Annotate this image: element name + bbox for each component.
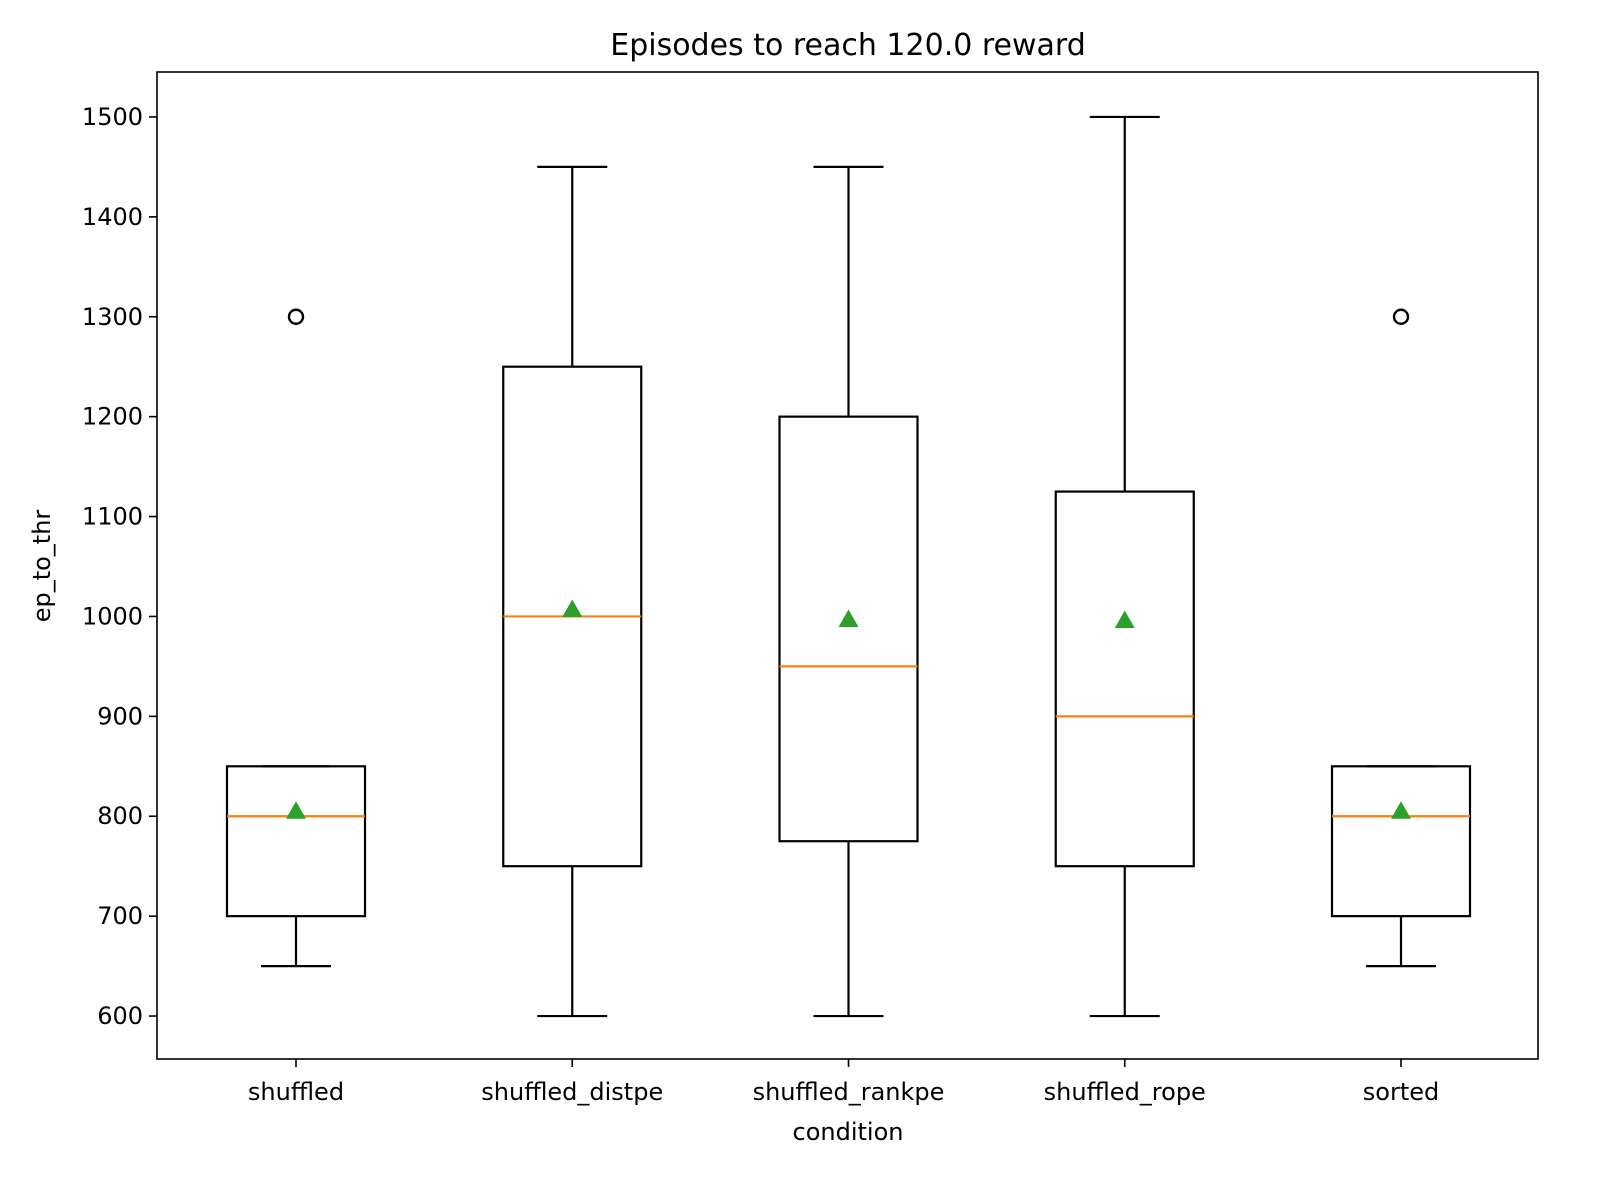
iqr-box	[778, 415, 919, 843]
mean-marker	[562, 599, 583, 617]
y-tick-label: 1200	[82, 403, 143, 431]
box-group-shuffled_rankpe	[778, 165, 919, 1018]
box-group-shuffled_rope	[1054, 115, 1195, 1018]
y-tick-label: 800	[97, 802, 143, 830]
box-group-shuffled_distpe	[502, 165, 643, 1018]
box-group-sorted	[1330, 308, 1472, 968]
box-group-shuffled	[225, 308, 367, 968]
plot-frame	[156, 71, 1539, 1060]
y-tick-label: 1100	[82, 503, 143, 531]
mean-marker	[286, 801, 306, 819]
mean-marker	[838, 609, 859, 627]
y-tick-label: 600	[97, 1002, 143, 1030]
chart-title: Episodes to reach 120.0 reward	[610, 28, 1086, 63]
x-tick-label: shuffled	[248, 1078, 344, 1106]
iqr-box	[1054, 490, 1195, 868]
y-tick-label: 1000	[82, 602, 143, 630]
x-tick-label: shuffled_distpe	[481, 1078, 663, 1106]
x-tick-label: shuffled_rope	[1044, 1078, 1206, 1106]
x-tick-label: shuffled_rankpe	[753, 1078, 945, 1106]
y-axis-label: ep_to_thr	[28, 510, 56, 623]
axes: 600 700 800 900 1000 1100 1200 1300 1400 1500 shuf…	[82, 103, 1439, 1106]
y-tick-label: 900	[97, 702, 143, 730]
y-tick-label: 1300	[82, 303, 143, 331]
mean-marker	[1391, 801, 1411, 819]
mean-marker	[1114, 610, 1135, 628]
y-tick-label: 1500	[82, 103, 143, 131]
iqr-box	[225, 765, 367, 918]
outlier-point	[287, 308, 305, 325]
x-axis-label: condition	[793, 1118, 904, 1146]
plot-area	[225, 115, 1472, 1018]
outlier-point	[1392, 308, 1410, 325]
x-tick-label: sorted	[1363, 1078, 1439, 1106]
y-tick-label: 700	[97, 902, 143, 930]
iqr-box	[1330, 765, 1472, 918]
y-tick-label: 1400	[82, 203, 143, 231]
